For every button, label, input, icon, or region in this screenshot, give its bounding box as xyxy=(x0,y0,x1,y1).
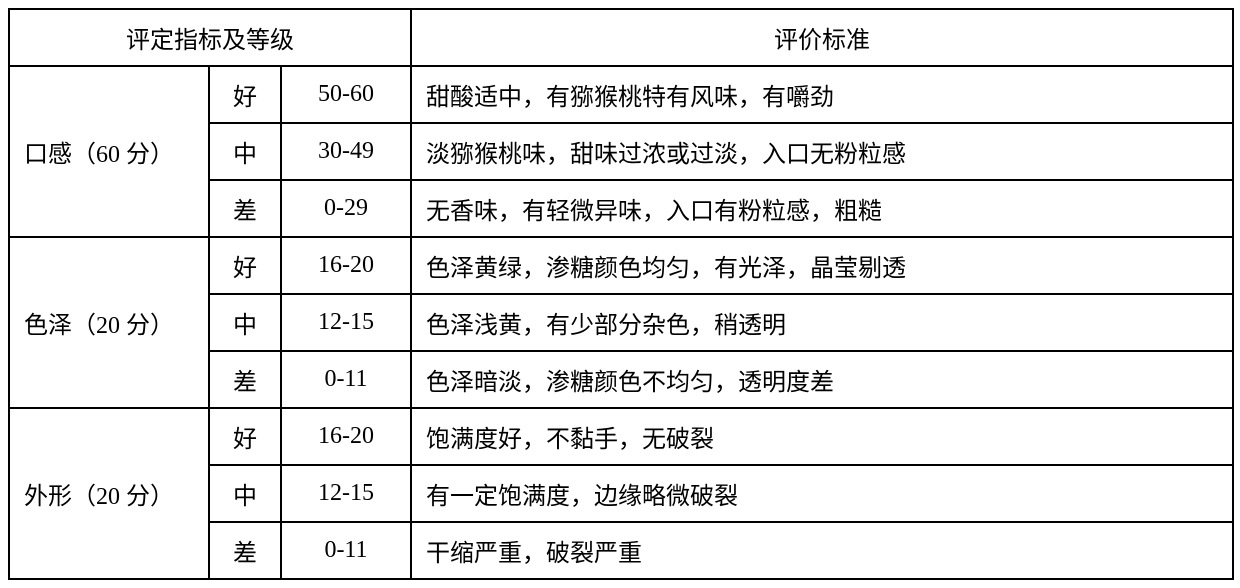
score-cell: 0-29 xyxy=(281,180,411,237)
category-cell: 口感（60 分） xyxy=(9,66,209,237)
grade-cell: 好 xyxy=(209,66,281,123)
grade-cell: 差 xyxy=(209,351,281,408)
grade-cell: 差 xyxy=(209,522,281,579)
desc-cell: 有一定饱满度，边缘略微破裂 xyxy=(411,465,1233,522)
score-cell: 16-20 xyxy=(281,408,411,465)
table-row: 外形（20 分） 好 16-20 饱满度好，不黏手，无破裂 xyxy=(9,408,1233,465)
desc-cell: 淡猕猴桃味，甜味过浓或过淡，入口无粉粒感 xyxy=(411,123,1233,180)
score-cell: 12-15 xyxy=(281,294,411,351)
desc-cell: 饱满度好，不黏手，无破裂 xyxy=(411,408,1233,465)
score-cell: 0-11 xyxy=(281,351,411,408)
grade-cell: 好 xyxy=(209,237,281,294)
grade-cell: 中 xyxy=(209,465,281,522)
grade-cell: 好 xyxy=(209,408,281,465)
score-cell: 30-49 xyxy=(281,123,411,180)
score-cell: 50-60 xyxy=(281,66,411,123)
grade-cell: 中 xyxy=(209,123,281,180)
table-row: 口感（60 分） 好 50-60 甜酸适中，有猕猴桃特有风味，有嚼劲 xyxy=(9,66,1233,123)
score-cell: 0-11 xyxy=(281,522,411,579)
desc-cell: 甜酸适中，有猕猴桃特有风味，有嚼劲 xyxy=(411,66,1233,123)
evaluation-table: 评定指标及等级 评价标准 口感（60 分） 好 50-60 甜酸适中，有猕猴桃特… xyxy=(8,8,1234,580)
desc-cell: 无香味，有轻微异味，入口有粉粒感，粗糙 xyxy=(411,180,1233,237)
header-right: 评价标准 xyxy=(411,9,1233,66)
desc-cell: 色泽黄绿，渗糖颜色均匀，有光泽，晶莹剔透 xyxy=(411,237,1233,294)
desc-cell: 色泽浅黄，有少部分杂色，稍透明 xyxy=(411,294,1233,351)
category-cell: 外形（20 分） xyxy=(9,408,209,579)
desc-cell: 色泽暗淡，渗糖颜色不均匀，透明度差 xyxy=(411,351,1233,408)
table-header-row: 评定指标及等级 评价标准 xyxy=(9,9,1233,66)
grade-cell: 差 xyxy=(209,180,281,237)
table-row: 色泽（20 分） 好 16-20 色泽黄绿，渗糖颜色均匀，有光泽，晶莹剔透 xyxy=(9,237,1233,294)
category-cell: 色泽（20 分） xyxy=(9,237,209,408)
score-cell: 12-15 xyxy=(281,465,411,522)
score-cell: 16-20 xyxy=(281,237,411,294)
desc-cell: 干缩严重，破裂严重 xyxy=(411,522,1233,579)
header-left: 评定指标及等级 xyxy=(9,9,411,66)
grade-cell: 中 xyxy=(209,294,281,351)
